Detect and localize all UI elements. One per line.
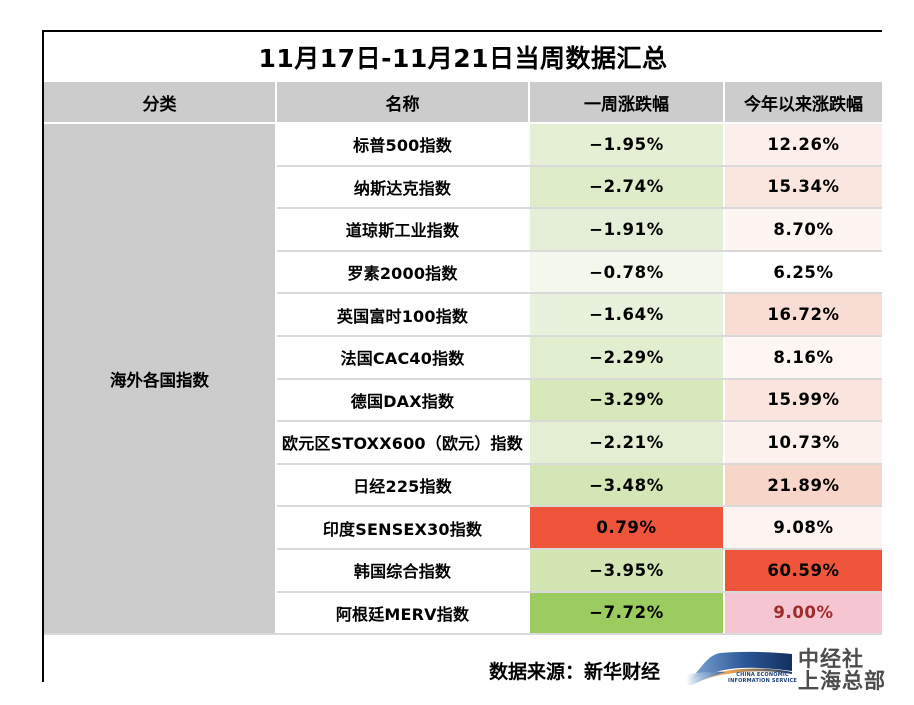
week-change-cell: −0.78% xyxy=(529,250,725,295)
index-name-cell: 日经225指数 xyxy=(276,463,530,508)
ytd-change-cell: 9.08% xyxy=(724,506,883,550)
week-change-cell: −2.21% xyxy=(529,421,725,465)
screenshot-root: 11月17日-11月21日当周数据汇总 分类 名称 一周涨跌幅 今年以来涨跌幅 … xyxy=(42,30,886,705)
table-row: 阿根廷MERV指数 −7.72% 9.00% xyxy=(44,591,883,636)
footer-cell: 数据来源：新华财经 xyxy=(44,634,885,705)
logo-wordmark: 中经社 上海总部 xyxy=(798,648,886,692)
table-row: 道琼斯工业指数 −1.91% 8.70% xyxy=(44,208,883,252)
ytd-change-cell: 12.26% xyxy=(724,123,883,167)
table-row: 罗素2000指数 −0.78% 6.25% xyxy=(44,250,883,295)
column-header-category: 分类 xyxy=(44,82,277,124)
category-cell: 海外各国指数 xyxy=(44,123,277,636)
column-header-week-change: 一周涨跌幅 xyxy=(529,82,725,124)
table-row: 日经225指数 −3.48% 21.89% xyxy=(44,463,883,508)
index-name-cell: 道琼斯工业指数 xyxy=(276,208,530,252)
data-summary-table-frame: 11月17日-11月21日当周数据汇总 分类 名称 一周涨跌幅 今年以来涨跌幅 … xyxy=(42,30,885,705)
ytd-change-cell: 60.59% xyxy=(724,548,883,593)
column-header-name: 名称 xyxy=(276,82,530,124)
data-source-text: 数据来源：新华财经 xyxy=(489,660,661,683)
table-row: 德国DAX指数 −3.29% 15.99% xyxy=(44,378,883,423)
logo-subtitle-line2: INFORMATION SERVICE xyxy=(728,677,797,684)
week-change-cell: −1.95% xyxy=(529,123,725,167)
index-name-cell: 英国富时100指数 xyxy=(276,293,530,337)
index-name-cell: 阿根廷MERV指数 xyxy=(276,591,530,636)
index-name-cell: 标普500指数 xyxy=(276,123,530,167)
week-change-cell: −3.29% xyxy=(529,378,725,423)
week-change-cell: −2.74% xyxy=(529,165,725,210)
ytd-change-cell: 9.00% xyxy=(724,591,883,636)
logo-wordmark-line2: 上海总部 xyxy=(798,669,887,694)
ytd-change-cell: 15.99% xyxy=(724,378,883,423)
week-change-cell: −7.72% xyxy=(529,591,725,636)
table-header-row: 分类 名称 一周涨跌幅 今年以来涨跌幅 xyxy=(44,82,883,124)
table-row: 韩国综合指数 −3.95% 60.59% xyxy=(44,548,883,593)
ytd-change-cell: 15.34% xyxy=(724,165,883,210)
data-summary-table: 11月17日-11月21日当周数据汇总 分类 名称 一周涨跌幅 今年以来涨跌幅 … xyxy=(44,32,885,705)
logo-subtitle: CHINA ECONOMIC INFORMATION SERVICE xyxy=(728,672,797,684)
ytd-change-cell: 8.70% xyxy=(724,208,883,252)
index-name-cell: 欧元区STOXX600（欧元）指数 xyxy=(276,421,530,465)
column-header-ytd-change: 今年以来涨跌幅 xyxy=(724,82,883,124)
table-row: 海外各国指数 标普500指数 −1.95% 12.26% xyxy=(44,123,883,636)
week-change-cell: −3.95% xyxy=(529,548,725,593)
footer-row: 数据来源：新华财经 xyxy=(44,634,885,705)
cgs-logo: CHINA ECONOMIC INFORMATION SERVICE 中经社 上… xyxy=(686,648,886,692)
ytd-change-cell: 21.89% xyxy=(724,463,883,508)
page-title: 11月17日-11月21日当周数据汇总 xyxy=(44,32,883,82)
index-name-cell: 印度SENSEX30指数 xyxy=(276,506,530,550)
index-name-cell: 罗素2000指数 xyxy=(276,250,530,295)
week-change-cell: −3.48% xyxy=(529,463,725,508)
table-row: 英国富时100指数 −1.64% 16.72% xyxy=(44,293,883,337)
table-row: 纳斯达克指数 −2.74% 15.34% xyxy=(44,165,883,210)
table-body: 11月17日-11月21日当周数据汇总 分类 名称 一周涨跌幅 今年以来涨跌幅 … xyxy=(44,32,885,705)
week-change-cell: 0.79% xyxy=(529,506,725,550)
index-name-cell: 德国DAX指数 xyxy=(276,378,530,423)
week-change-cell: −1.64% xyxy=(529,293,725,337)
swoosh-logo-icon: CHINA ECONOMIC INFORMATION SERVICE xyxy=(686,649,797,691)
table-row: 欧元区STOXX600（欧元）指数 −2.21% 10.73% xyxy=(44,421,883,465)
ytd-change-cell: 8.16% xyxy=(724,335,883,380)
table-row: 法国CAC40指数 −2.29% 8.16% xyxy=(44,335,883,380)
ytd-change-cell: 10.73% xyxy=(724,421,883,465)
index-name-cell: 韩国综合指数 xyxy=(276,548,530,593)
index-name-cell: 纳斯达克指数 xyxy=(276,165,530,210)
week-change-cell: −1.91% xyxy=(529,208,725,252)
table-row: 印度SENSEX30指数 0.79% 9.08% xyxy=(44,506,883,550)
logo-wordmark-line1: 中经社 xyxy=(798,647,865,672)
ytd-change-cell: 16.72% xyxy=(724,293,883,337)
ytd-change-cell: 6.25% xyxy=(724,250,883,295)
index-name-cell: 法国CAC40指数 xyxy=(276,335,530,380)
week-change-cell: −2.29% xyxy=(529,335,725,380)
title-row: 11月17日-11月21日当周数据汇总 xyxy=(44,32,883,82)
logo-subtitle-line1: CHINA ECONOMIC xyxy=(736,672,789,679)
